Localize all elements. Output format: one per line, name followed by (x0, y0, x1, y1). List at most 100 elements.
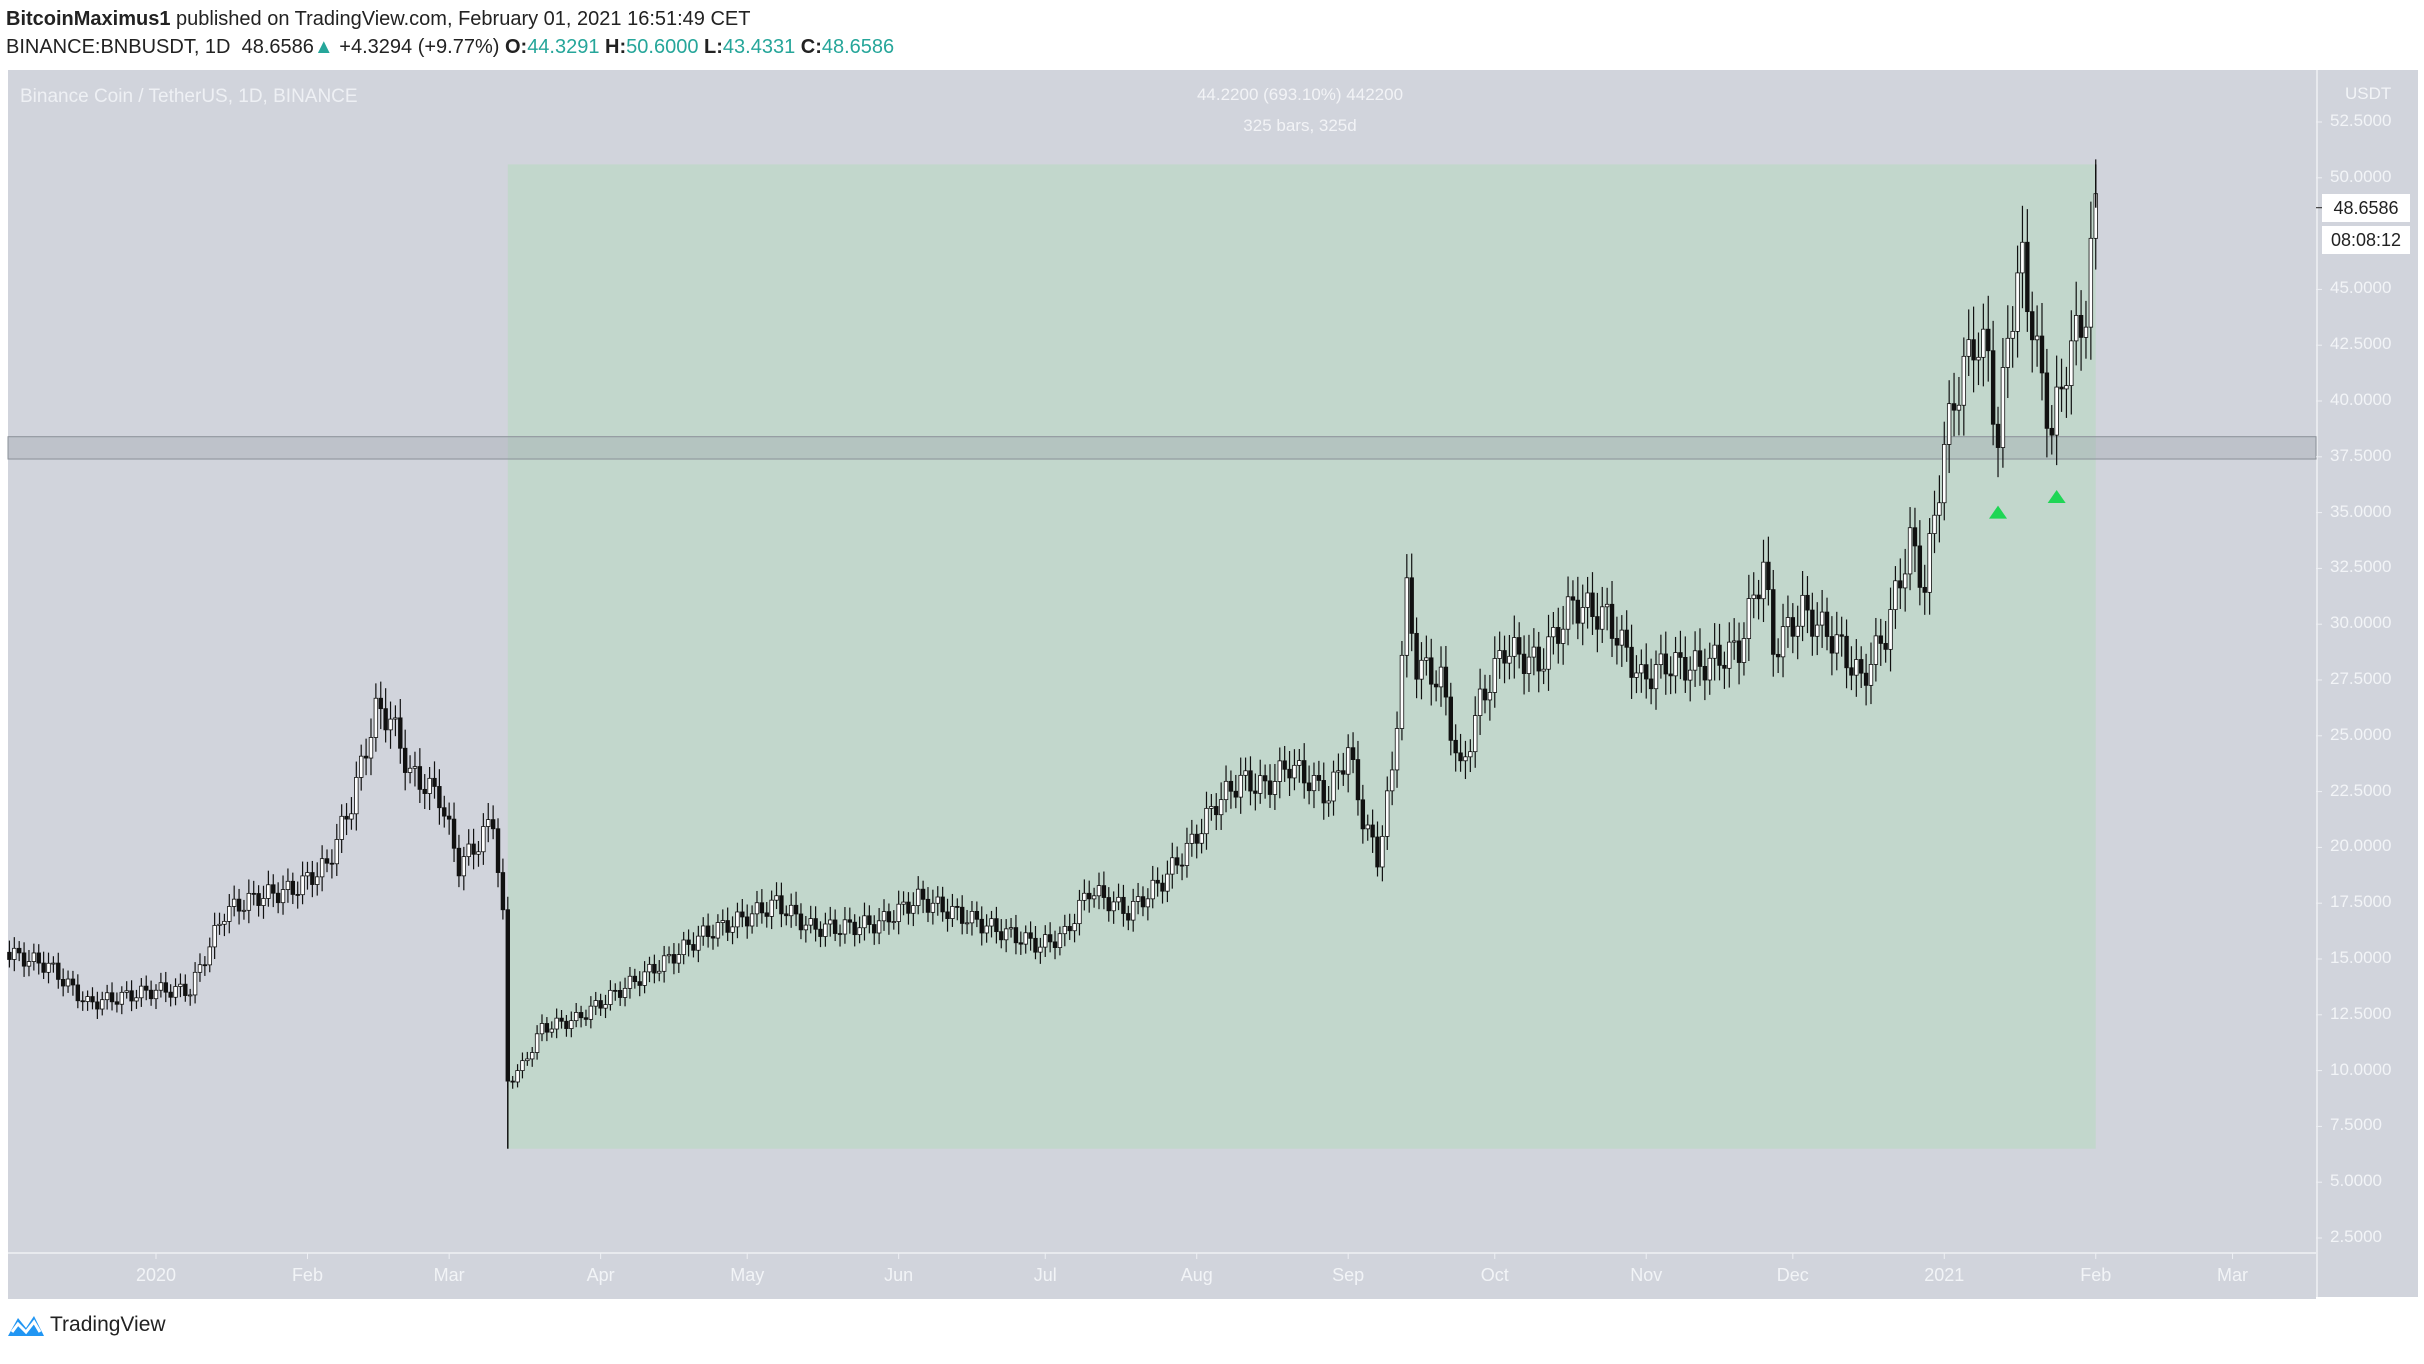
candle (1350, 732, 1356, 774)
candle (539, 1014, 545, 1042)
candle-body (1766, 561, 1771, 590)
candle (1883, 621, 1888, 663)
candle-body (925, 898, 931, 913)
candle-body (1688, 669, 1693, 681)
candle-body (735, 911, 740, 928)
candle (1516, 622, 1522, 669)
candle-body (959, 906, 965, 924)
candle-body (207, 946, 212, 966)
candle (920, 880, 926, 914)
candle (1834, 611, 1839, 671)
x-tick-label: Oct (1480, 1265, 1509, 1285)
candle (31, 943, 37, 971)
price-axis[interactable] (2316, 70, 2418, 1297)
candle-body (1150, 879, 1155, 900)
candle (271, 874, 276, 908)
candle (1316, 760, 1322, 792)
candle (515, 1064, 520, 1088)
x-tick-label: 2020 (135, 1265, 177, 1285)
candle (1981, 303, 1986, 387)
candle-body (945, 911, 950, 919)
candle (1360, 784, 1366, 844)
candle-body (1336, 770, 1341, 773)
candle-body (1888, 609, 1893, 650)
candle-body (1639, 664, 1644, 674)
candle-body (1487, 692, 1493, 701)
candle (730, 916, 735, 945)
candle-body (818, 928, 823, 937)
candle-body (1976, 356, 1981, 361)
candle-body (637, 981, 642, 986)
candle (666, 946, 672, 964)
candle-body (1282, 760, 1287, 770)
candle-body (1609, 603, 1615, 639)
candle (70, 970, 76, 996)
candle-body (349, 813, 354, 820)
candle (2025, 209, 2030, 332)
candle-body (759, 902, 765, 914)
candle (1302, 743, 1307, 799)
time-axis[interactable] (8, 1252, 2316, 1299)
candle (1233, 774, 1239, 809)
candle (828, 906, 833, 937)
candle (109, 982, 115, 1011)
candle (1736, 622, 1742, 685)
candle (1546, 614, 1551, 691)
candle-body (75, 984, 81, 1002)
candle-body (202, 964, 208, 967)
candle (554, 1008, 559, 1039)
tradingview-logo[interactable]: TradingView (6, 1312, 166, 1338)
candle (1995, 406, 2001, 478)
candle (1453, 724, 1458, 772)
candle-body (1521, 653, 1527, 674)
candle (315, 862, 320, 896)
candle-body (1341, 770, 1346, 775)
candle (41, 951, 46, 980)
candle-body (1995, 423, 2001, 448)
candle-body (2083, 326, 2089, 338)
candle (984, 914, 989, 943)
candle (823, 912, 828, 947)
candle-body (231, 898, 237, 907)
candle (324, 849, 330, 873)
candle-body (1184, 842, 1190, 866)
candle-body (666, 954, 672, 957)
candle (1209, 794, 1214, 821)
candle-body (104, 992, 110, 1001)
candle-body (456, 847, 462, 877)
candle-body (549, 1028, 554, 1033)
candle-body (1243, 770, 1248, 776)
candle (1502, 635, 1507, 684)
candle-body (1961, 355, 1967, 406)
candle-body (1951, 403, 1957, 411)
candle-body (1238, 774, 1243, 798)
candle (363, 738, 369, 776)
x-tick-label: 2021 (1924, 1265, 1965, 1285)
candle (481, 813, 486, 865)
candle-body (275, 892, 281, 904)
candle-body (1541, 668, 1546, 672)
candle (1829, 616, 1835, 676)
candle (935, 886, 940, 916)
candle (2015, 245, 2020, 358)
candle (1458, 733, 1463, 772)
candle (1155, 867, 1160, 897)
candle-body (2049, 427, 2054, 436)
candle-body (779, 895, 784, 915)
candle-body (1893, 580, 1898, 610)
candle-body (1590, 592, 1595, 617)
candle-body (95, 1001, 100, 1010)
candle-body (1497, 650, 1502, 659)
candle (1174, 846, 1180, 874)
candle (251, 880, 256, 906)
bar-countdown: 08:08:12 (2322, 226, 2410, 254)
candle-body (784, 913, 789, 917)
candle-body (1253, 790, 1258, 794)
candle (740, 899, 745, 928)
candle-body (632, 975, 638, 983)
candle (1863, 653, 1869, 706)
candle (466, 829, 471, 866)
candle (593, 991, 598, 1016)
candle-body (1878, 635, 1883, 644)
author[interactable]: BitcoinMaximus1 (6, 8, 171, 30)
